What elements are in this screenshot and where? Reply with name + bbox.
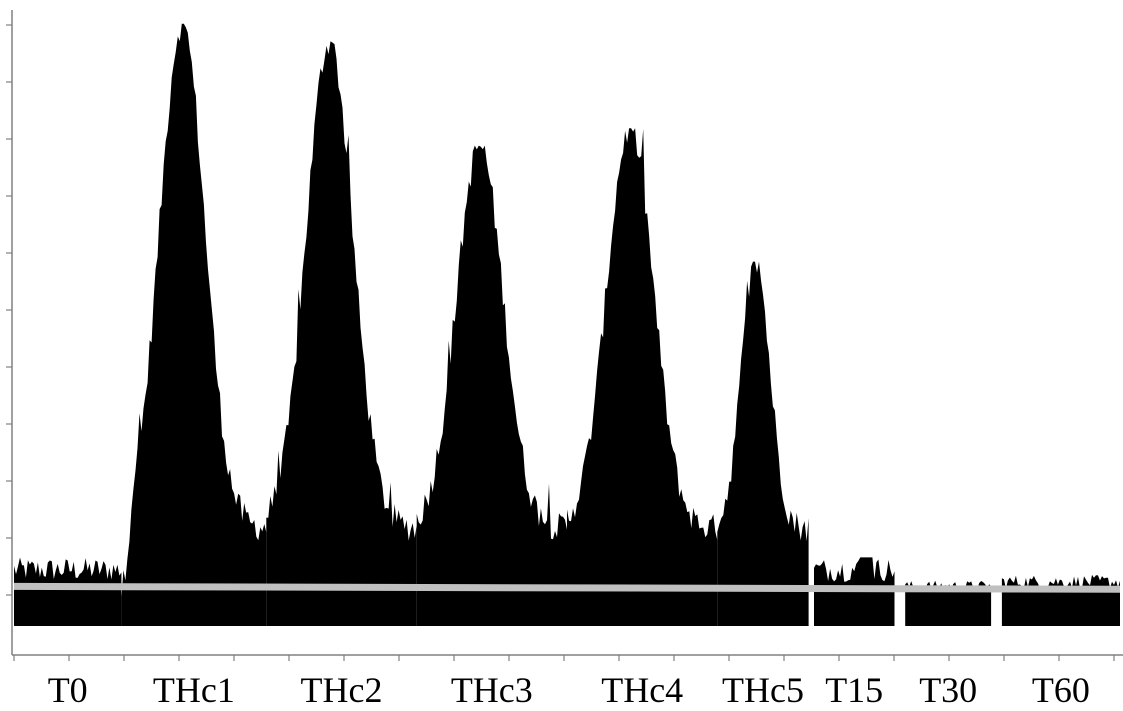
x-tick-label-t15: T15: [825, 670, 883, 710]
baseline-layer: [13, 582, 1121, 593]
baseline-reference-line: [13, 582, 1121, 593]
signal-segment-t60: [1001, 574, 1120, 626]
x-tick-label-thc2: THc2: [301, 670, 383, 710]
signal-segment-thc5: [717, 261, 809, 626]
signal-segment-t0: [14, 557, 122, 626]
x-tick-label-thc3: THc3: [451, 670, 533, 710]
x-tick-label-thc1: THc1: [153, 670, 235, 710]
x-tick-label-thc4: THc4: [601, 670, 683, 710]
signal-segment-thc3: [416, 145, 567, 626]
x-tick-label-t0: T0: [48, 670, 88, 710]
signal-layer: [14, 23, 1120, 627]
x-tick-label-t60: T60: [1032, 670, 1090, 710]
signal-segment-thc2: [266, 41, 417, 626]
x-tick-labels: T0 THc1 THc2 THc3 THc4 THc5 T15 T30 T60: [48, 670, 1090, 710]
axes: [6, 10, 1123, 661]
signal-segment-thc4: [567, 128, 718, 626]
signal-segment-thc1: [121, 23, 267, 627]
x-tick-label-t30: T30: [919, 670, 977, 710]
x-tick-label-thc5: THc5: [722, 670, 804, 710]
